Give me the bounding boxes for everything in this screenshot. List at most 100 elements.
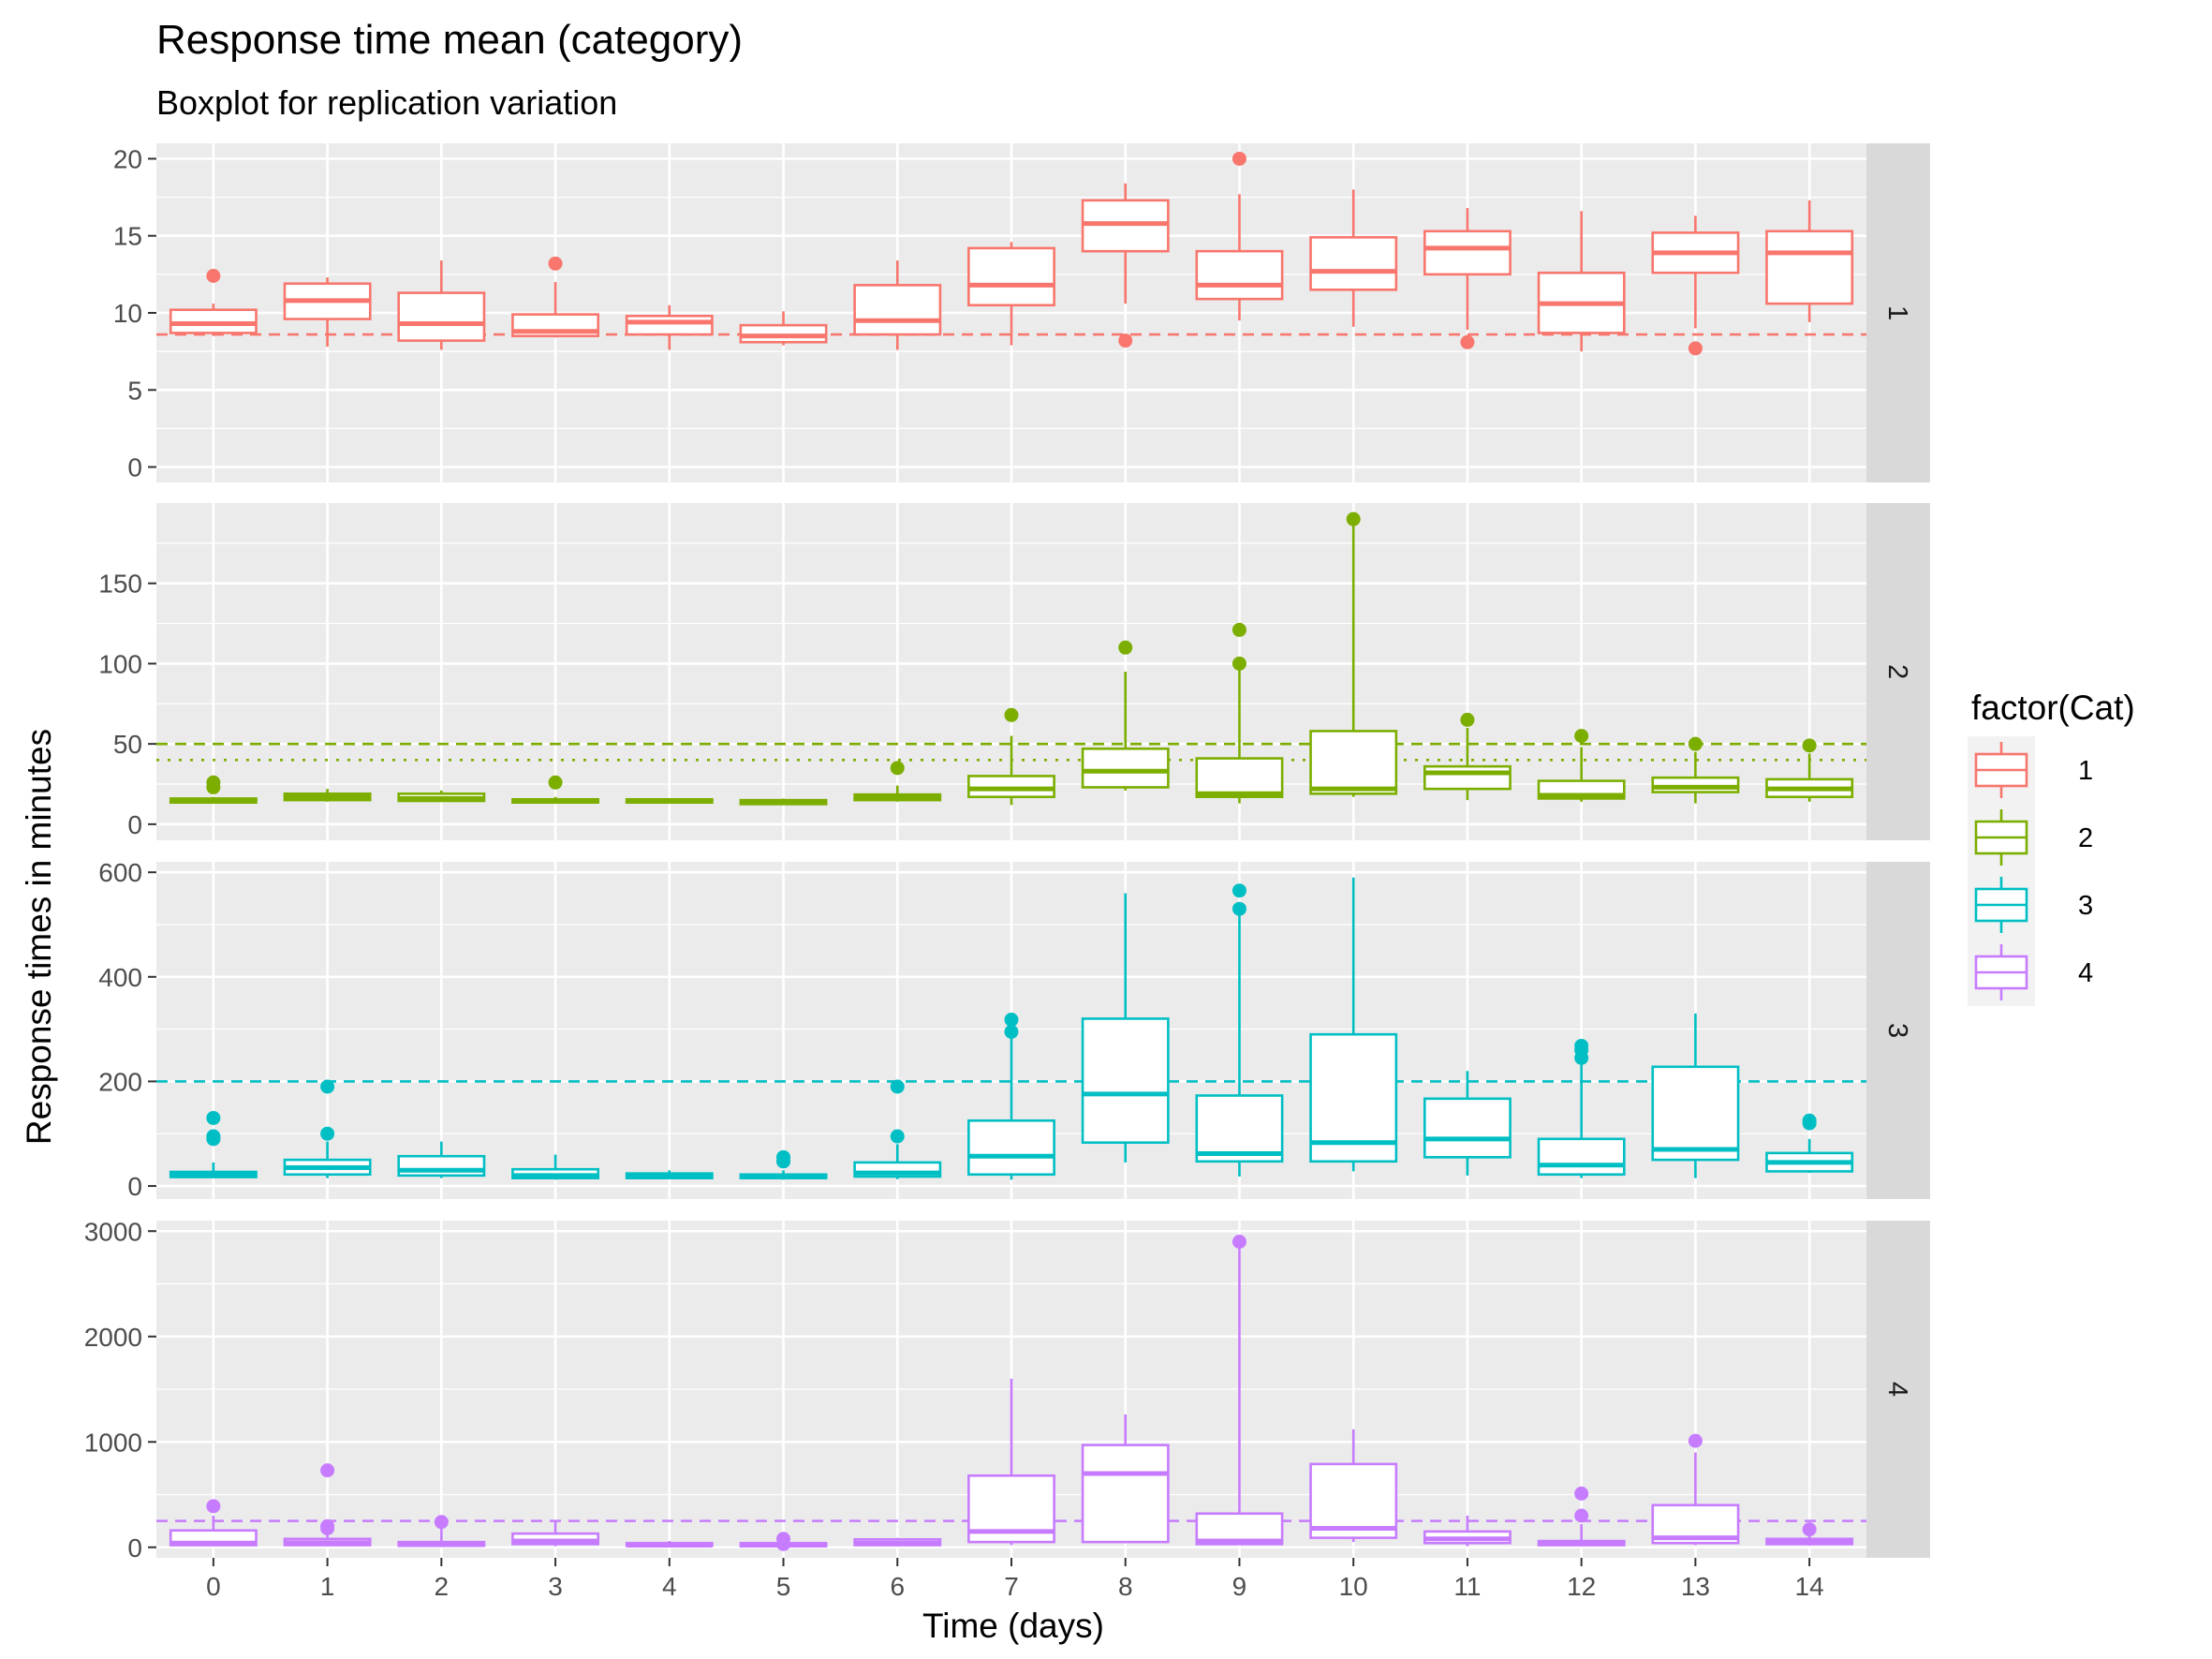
y-tick-label: 5 bbox=[127, 376, 142, 405]
box-day-14 bbox=[1765, 1522, 1854, 1547]
x-tick-label: 3 bbox=[548, 1572, 563, 1601]
box-iqr bbox=[1195, 249, 1284, 301]
outlier-point bbox=[1118, 640, 1133, 655]
y-tick-label: 3000 bbox=[84, 1217, 142, 1246]
box-day-7 bbox=[967, 242, 1055, 346]
outlier-point bbox=[548, 775, 563, 790]
outlier-point bbox=[1231, 151, 1246, 166]
outlier-point bbox=[1574, 1038, 1589, 1053]
box-iqr bbox=[1423, 230, 1512, 276]
y-tick-label: 0 bbox=[127, 453, 142, 482]
outlier-point bbox=[890, 1129, 905, 1144]
facet-panel-3: 0 200 400 600 3 bbox=[98, 858, 1930, 1201]
box-iqr bbox=[967, 246, 1055, 307]
box-iqr bbox=[1309, 730, 1398, 795]
box-iqr bbox=[967, 1118, 1055, 1177]
box-day-3 bbox=[511, 256, 600, 338]
outlier-point bbox=[1231, 1235, 1246, 1249]
facet-strip-label: 3 bbox=[1882, 1023, 1912, 1038]
box-iqr bbox=[1651, 1065, 1740, 1162]
box-day-10 bbox=[1309, 877, 1398, 1172]
box-day-0 bbox=[169, 775, 258, 805]
outlier-point bbox=[1802, 1522, 1817, 1537]
outlier-point bbox=[1004, 1013, 1019, 1028]
x-tick-label: 13 bbox=[1681, 1572, 1710, 1601]
legend: factor(Cat) 1 2 3 4 bbox=[1968, 689, 2135, 1006]
outlier-point bbox=[1802, 1113, 1817, 1128]
outlier-point bbox=[1231, 901, 1246, 916]
box-day-13 bbox=[1651, 215, 1740, 356]
x-tick-label: 10 bbox=[1339, 1572, 1368, 1601]
box-day-12 bbox=[1537, 729, 1626, 802]
facet-strip bbox=[1866, 503, 1930, 840]
box-day-12 bbox=[1537, 211, 1626, 352]
box-day-1 bbox=[283, 1079, 372, 1178]
y-tick-label: 20 bbox=[113, 144, 142, 173]
outlier-point bbox=[320, 1463, 335, 1478]
y-axis-label: Response times in minutes bbox=[20, 729, 58, 1145]
box-day-2 bbox=[397, 260, 486, 350]
box-day-14 bbox=[1765, 1113, 1854, 1174]
box-day-9 bbox=[1195, 883, 1284, 1177]
box-day-1 bbox=[283, 1463, 372, 1547]
box-day-3 bbox=[511, 775, 600, 805]
box-day-2 bbox=[397, 790, 486, 803]
box-day-11 bbox=[1423, 712, 1512, 801]
outlier-point bbox=[890, 761, 905, 776]
chart-subtitle: Boxplot for replication variation bbox=[156, 83, 617, 122]
box-day-10 bbox=[1309, 1429, 1398, 1543]
outlier-point bbox=[320, 1079, 335, 1094]
outlier-point bbox=[1231, 622, 1246, 637]
outlier-point bbox=[1231, 883, 1246, 898]
box-day-5 bbox=[739, 311, 828, 346]
y-tick-label: 1000 bbox=[84, 1428, 142, 1457]
box-day-14 bbox=[1765, 738, 1854, 802]
box-day-14 bbox=[1765, 200, 1854, 322]
facet-strip-label: 2 bbox=[1882, 664, 1912, 679]
facet-strip-label: 4 bbox=[1882, 1382, 1912, 1397]
legend-label: 4 bbox=[2078, 958, 2093, 988]
outlier-point bbox=[1802, 738, 1817, 753]
box-iqr bbox=[1651, 776, 1740, 793]
box-iqr bbox=[853, 284, 942, 336]
box-iqr bbox=[1081, 747, 1170, 789]
outlier-point bbox=[320, 1518, 335, 1533]
box-day-5 bbox=[739, 1149, 828, 1180]
box-iqr bbox=[1309, 1032, 1398, 1163]
legend-title: factor(Cat) bbox=[1971, 689, 2135, 727]
y-tick-label: 2000 bbox=[84, 1323, 142, 1352]
y-tick-label: 50 bbox=[113, 730, 142, 759]
box-iqr bbox=[1423, 764, 1512, 791]
facet-panel-1: 0 5 10 15 20 1 bbox=[113, 143, 1930, 482]
x-tick-label: 7 bbox=[1004, 1572, 1019, 1601]
outlier-point bbox=[1688, 341, 1703, 356]
box-iqr bbox=[1195, 1094, 1284, 1163]
x-tick-label: 8 bbox=[1118, 1572, 1133, 1601]
box-iqr bbox=[967, 775, 1055, 799]
facet-strip bbox=[1866, 143, 1930, 482]
y-tick-label: 10 bbox=[113, 299, 142, 328]
legend-key-1: 1 bbox=[1974, 742, 2093, 798]
box-day-6 bbox=[853, 260, 942, 350]
box-day-11 bbox=[1423, 1071, 1512, 1176]
box-day-12 bbox=[1537, 1486, 1626, 1547]
box-iqr bbox=[1195, 757, 1284, 799]
box-day-0 bbox=[169, 1499, 258, 1547]
box-day-5 bbox=[739, 1532, 828, 1551]
box-day-1 bbox=[283, 277, 372, 348]
box-day-6 bbox=[853, 761, 942, 802]
facet-strip bbox=[1866, 1221, 1930, 1558]
box-day-0 bbox=[169, 1110, 258, 1178]
box-day-12 bbox=[1537, 1038, 1626, 1178]
outlier-point bbox=[776, 1532, 791, 1547]
box-day-7 bbox=[967, 707, 1055, 806]
box-day-11 bbox=[1423, 208, 1512, 349]
box-day-6 bbox=[853, 1537, 942, 1547]
outlier-point bbox=[776, 1149, 791, 1164]
facet-strip-label: 1 bbox=[1882, 305, 1912, 320]
outlier-point bbox=[1574, 1508, 1589, 1523]
box-day-7 bbox=[967, 1378, 1055, 1546]
box-day-8 bbox=[1081, 183, 1170, 348]
legend-label: 3 bbox=[2078, 891, 2093, 921]
box-iqr bbox=[1309, 1462, 1398, 1539]
